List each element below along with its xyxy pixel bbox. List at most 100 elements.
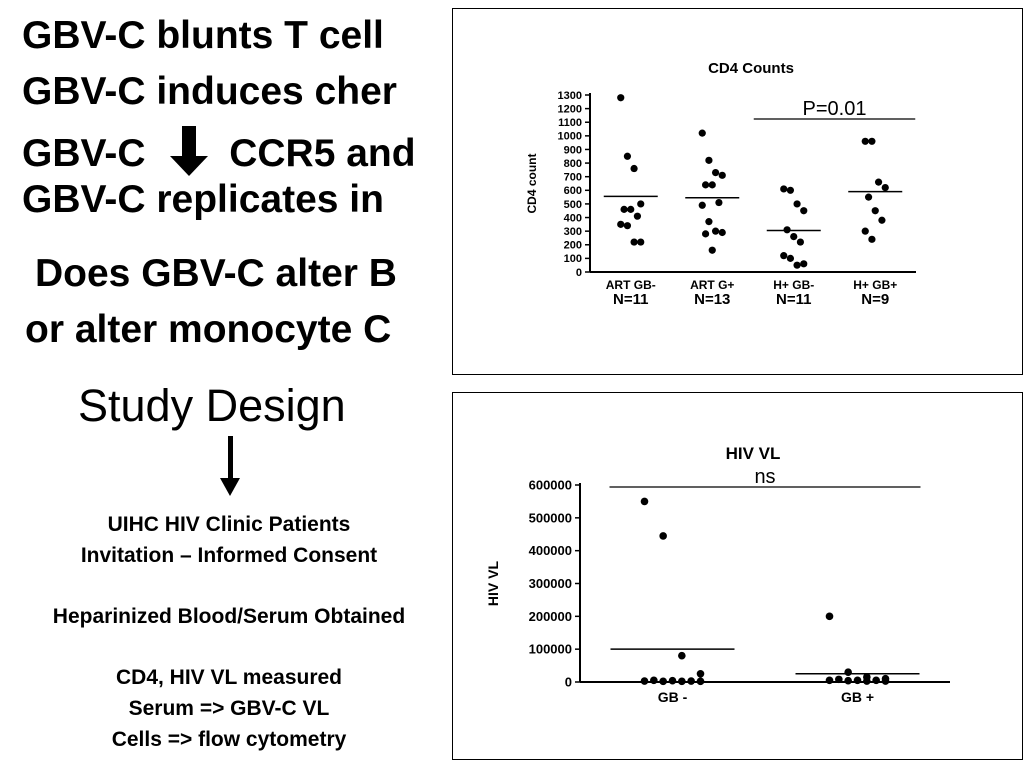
y-tick-label: 600000 [529,478,572,493]
data-point [793,200,801,208]
study-step-2: Invitation – Informed Consent [80,544,378,567]
study-step-4: CD4, HIV VL measured [115,666,343,689]
data-point [705,156,713,164]
data-point [637,238,645,246]
y-tick-label: 1300 [558,90,582,102]
hiv-vl-chart: HIV VL HIV VL 0 100000 200000 300000 400000 500… [485,444,950,705]
hiv-vl-chart-panel: HIV VL HIV VL 0 100000 200000 300000 400000 500… [452,392,1023,760]
data-point [825,676,834,685]
data-point [708,246,716,254]
data-point [678,677,686,686]
data-point [861,137,869,145]
data-point [780,185,788,193]
study-step-6: Cells => flow cytometry [111,728,347,751]
bullet-1: GBV-C blunts T cell [22,14,384,57]
data-point [853,676,862,685]
data-point [687,677,695,685]
data-point [718,228,726,237]
x-n-label: N=11 [613,291,648,308]
data-point [640,497,649,506]
significance-label: ns [754,466,775,488]
data-point [620,205,628,213]
data-point [708,181,716,189]
x-category-label: GB - [658,689,688,705]
cd4-chart-panel: CD4 Counts CD4 count 0 100 200 300 400 500 600 70… [452,8,1023,375]
x-category-label: H+ GB+ [853,278,897,292]
y-axis-label: HIV VL [485,560,501,606]
data-point [696,677,705,686]
data-point [711,169,720,177]
y-tick-label: 400 [564,212,582,224]
x-category-label: ART G+ [690,278,734,292]
data-point [868,235,876,243]
study-step-1: UIHC HIV Clinic Patients [107,513,351,536]
data-point [790,233,798,241]
data-point [881,183,889,192]
data-point [863,677,871,685]
data-point [701,181,710,189]
bullet-3-prefix: GBV-C [22,132,146,175]
bullet-3-text: CCR5 and [229,132,416,175]
data-point [874,178,883,186]
data-point [868,137,876,145]
y-tick-label: 300 [564,226,582,238]
data-point [668,676,677,685]
y-tick-label: 300000 [529,576,572,591]
data-point [844,676,852,685]
bullet-4: GBV-C replicates in [22,178,384,221]
data-point [640,677,649,685]
chart-title: CD4 Counts [708,60,794,77]
y-tick-label: 400000 [529,543,572,558]
data-point [659,532,667,540]
data-point [630,238,638,246]
y-tick-label: 700 [564,172,582,184]
y-tick-label: 100 [564,253,582,265]
data-point [786,254,795,262]
data-point [872,676,880,685]
y-tick-label: 600 [564,185,582,197]
y-tick-label: 1000 [558,131,582,143]
data-point [861,227,869,235]
data-point [800,260,808,268]
data-point [705,218,713,226]
study-design-title: Study Design [78,380,346,431]
x-category-label: H+ GB- [773,278,814,292]
data-point [825,612,834,621]
y-tick-label: 900 [564,144,582,156]
y-tick-label: 500 [564,199,582,211]
data-point [881,677,890,685]
data-point [796,238,805,246]
x-n-label: N=11 [776,291,811,308]
data-point [698,201,706,209]
data-point [800,207,808,215]
x-n-label: N=13 [694,291,730,308]
question-line-2: or alter monocyte C [25,308,392,351]
data-point [711,227,720,235]
data-point [835,675,843,684]
x-n-label: N=9 [861,291,889,308]
y-tick-label: 1100 [558,117,582,129]
data-point [623,222,632,230]
data-point [650,676,658,685]
data-point [698,129,706,137]
data-point [617,220,625,228]
y-axis-label: CD4 count [525,153,539,213]
x-category-label: ART GB- [606,278,656,292]
down-arrow-icon [220,436,240,496]
data-point [715,198,723,207]
y-tick-label: 1200 [558,103,582,115]
bullet-2: GBV-C induces cher [22,70,397,113]
data-point [630,164,638,173]
data-point [718,171,726,179]
data-point [878,216,886,224]
study-step-3: Heparinized Blood/Serum Obtained [52,605,406,628]
significance-label: P=0.01 [803,98,867,120]
bullet-3: GBV-C CCR5 and [22,126,416,178]
data-point [678,651,686,660]
data-point [864,193,873,201]
data-point [633,212,642,220]
data-point [844,668,852,676]
data-point [659,677,667,686]
data-point [623,152,632,160]
